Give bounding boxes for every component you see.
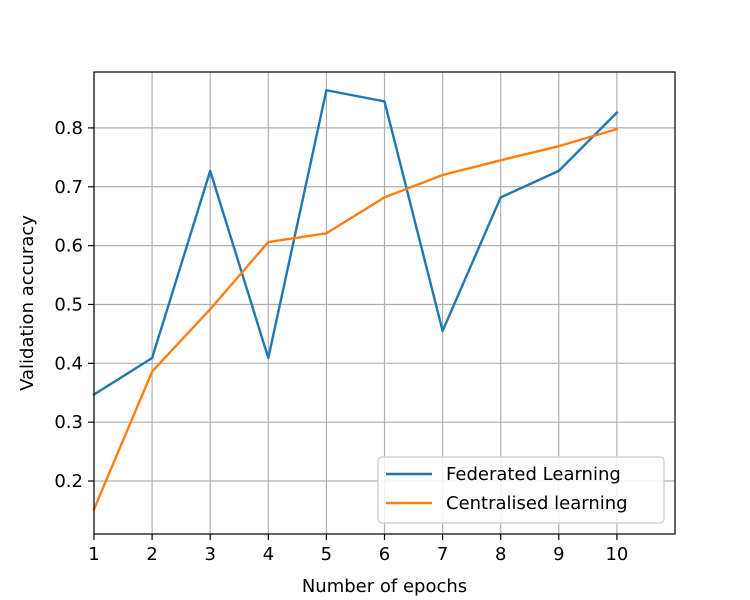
x-tick-label: 7 [437, 544, 448, 565]
series-layer [92, 89, 619, 511]
y-tick-label: 0.3 [54, 412, 83, 433]
series-line-1 [92, 127, 619, 511]
x-tick-label: 10 [605, 544, 628, 565]
x-tick-label: 2 [146, 544, 157, 565]
series-line-0 [92, 89, 619, 397]
legend: Federated Learning Centralised learning [377, 456, 665, 524]
y-axis-label: Validation accuracy [17, 215, 38, 391]
y-tick-label: 0.2 [54, 471, 83, 492]
axis-ticks: 1 2 3 4 5 6 7 8 9 10 0.2 0.3 0.4 0.5 0.6 0.7 0.8 [54, 118, 628, 565]
y-tick-label: 0.7 [54, 177, 83, 198]
x-tick-label: 9 [553, 544, 564, 565]
y-tick-label: 0.6 [54, 236, 83, 257]
x-tick-label: 6 [379, 544, 390, 565]
x-axis-label: Number of epochs [302, 576, 467, 597]
x-tick-label: 3 [204, 544, 215, 565]
legend-label: Centralised learning [446, 493, 628, 514]
legend-label: Federated Learning [446, 464, 621, 485]
x-tick-label: 5 [321, 544, 332, 565]
x-tick-label: 8 [495, 544, 506, 565]
x-tick-label: 4 [263, 544, 274, 565]
legend-box [377, 456, 665, 524]
y-tick-label: 0.8 [54, 118, 83, 139]
x-tick-label: 1 [88, 544, 99, 565]
y-tick-label: 0.5 [54, 294, 83, 315]
y-tick-label: 0.4 [54, 353, 83, 374]
